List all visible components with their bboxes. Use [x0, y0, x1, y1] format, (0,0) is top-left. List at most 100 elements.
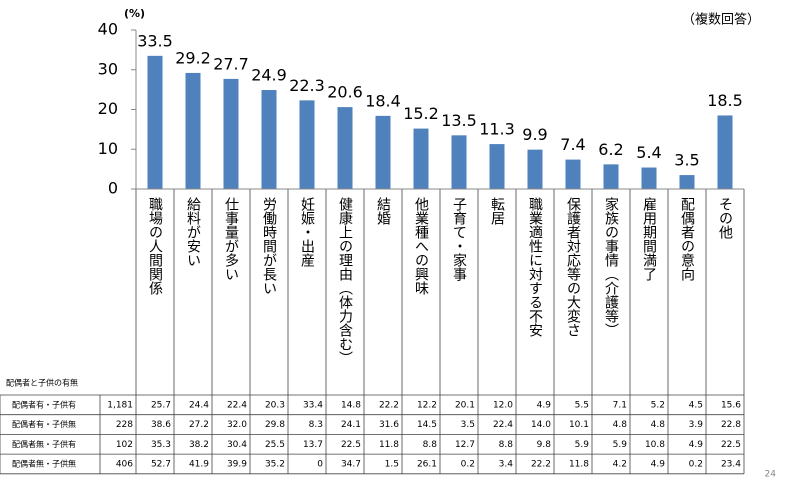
table-cell: 9.8: [537, 440, 552, 450]
table-cell: 33.4: [303, 400, 323, 410]
table-cell: 12.7: [455, 440, 475, 450]
value-label: 6.2: [598, 140, 623, 159]
table-cell: 10.8: [645, 440, 665, 450]
y-tick-label: 20: [98, 99, 118, 118]
row-label: 配偶者有・子供無: [12, 419, 76, 429]
bar: [223, 78, 239, 189]
table-cell: 13.7: [303, 440, 323, 450]
table-cell: 25.7: [151, 400, 171, 410]
table-cell: 4.9: [689, 440, 704, 450]
table-cell: 20.1: [455, 400, 475, 410]
table-cell: 8.3: [309, 420, 323, 430]
row-label: 配偶者無・子供無: [12, 458, 76, 468]
table-cell: 12.0: [493, 400, 513, 410]
table-cell: 39.9: [227, 459, 247, 469]
value-label: 18.4: [365, 91, 401, 110]
table-cell: 11.8: [379, 440, 399, 450]
table-cell: 38.2: [189, 440, 209, 450]
table-cell: 4.8: [613, 420, 628, 430]
value-label: 18.5: [707, 91, 743, 110]
bar: [185, 72, 201, 189]
table-cell: 12.2: [417, 400, 437, 410]
page-number: 24: [765, 470, 777, 480]
y-tick-label: 40: [98, 20, 118, 39]
value-label: 11.3: [479, 120, 515, 139]
x-tick-label: 家族の事情（介護等）: [603, 196, 619, 337]
x-tick-label: 他業種への興味: [413, 197, 429, 295]
value-label: 15.2: [403, 104, 439, 123]
table-cell: 22.5: [341, 440, 361, 450]
value-label: 24.9: [251, 66, 287, 85]
count-cell: 228: [116, 420, 133, 430]
x-tick-label: 給料が安い: [185, 197, 201, 267]
table-cell: 14.8: [341, 400, 361, 410]
table-cell: 35.3: [151, 440, 171, 450]
x-tick-label: 子育て・家事: [451, 197, 467, 281]
table-cell: 31.6: [379, 420, 399, 430]
table-cell: 3.9: [689, 420, 704, 430]
bar: [641, 167, 657, 189]
table-cell: 4.9: [651, 459, 666, 469]
table-cell: 10.1: [569, 420, 589, 430]
row-label: 配偶者有・子供有: [12, 399, 76, 409]
table-cell: 27.2: [189, 420, 209, 430]
x-tick-label: 結婚: [375, 197, 391, 225]
bar: [261, 90, 277, 189]
y-tick-label: 0: [108, 179, 118, 198]
table-cell: 20.3: [265, 400, 285, 410]
bar: [527, 149, 543, 189]
x-tick-label: 職業適性に対する不安: [527, 197, 543, 337]
table-cell: 4.5: [689, 400, 703, 410]
table-cell: 24.4: [189, 400, 209, 410]
table-cell: 25.5: [265, 440, 285, 450]
table-cell: 22.4: [493, 420, 513, 430]
value-label: 5.4: [636, 143, 661, 162]
table-cell: 5.5: [575, 400, 589, 410]
bar: [147, 55, 163, 190]
table-cell: 3.4: [499, 459, 514, 469]
y-unit: (%): [124, 7, 145, 20]
bar: [603, 164, 619, 189]
table-cell: 0.2: [461, 459, 475, 469]
table-cell: 38.6: [151, 420, 171, 430]
table-cell: 26.1: [417, 459, 437, 469]
row-label: 配偶者無・子供有: [12, 439, 76, 449]
value-label: 7.4: [560, 135, 585, 154]
table-cell: 11.8: [569, 459, 589, 469]
bar: [679, 175, 695, 189]
bar: [565, 159, 581, 189]
table-cell: 0.2: [689, 459, 703, 469]
table-cell: 23.4: [721, 459, 741, 469]
table-cell: 52.7: [151, 459, 171, 469]
x-tick-label: 職場の人間関係: [147, 197, 163, 296]
table-cell: 4.9: [537, 400, 552, 410]
value-label: 22.3: [289, 76, 325, 95]
x-tick-label: 妊娠・出産: [299, 197, 315, 268]
table-cell: 5.9: [575, 440, 590, 450]
x-tick-label: 転居: [489, 197, 505, 225]
x-tick-label: 仕事量が多い: [223, 197, 239, 281]
value-label: 27.7: [213, 54, 249, 73]
x-tick-label: 健康上の理由（体力含む）: [337, 197, 353, 365]
y-tick-label: 30: [98, 59, 118, 78]
note: （複数回答）: [682, 12, 760, 28]
table-cell: 4.8: [651, 420, 666, 430]
count-cell: 102: [116, 440, 133, 450]
table-title: 配偶者と子供の有無: [6, 378, 78, 388]
table-cell: 24.1: [341, 420, 361, 430]
table-cell: 8.8: [423, 440, 438, 450]
table-cell: 34.7: [341, 459, 361, 469]
x-tick-label: 労働時間が長い: [261, 197, 277, 295]
x-tick-label: 配偶者の意向: [679, 197, 695, 281]
table-cell: 4.2: [613, 459, 627, 469]
table-cell: 8.8: [499, 440, 514, 450]
value-label: 3.5: [674, 151, 699, 170]
bar: [375, 115, 391, 189]
table-cell: 32.0: [227, 420, 247, 430]
value-label: 13.5: [441, 111, 477, 130]
value-label: 29.2: [175, 48, 211, 67]
table-cell: 0: [317, 459, 323, 469]
table-cell: 22.5: [721, 440, 741, 450]
table-cell: 22.8: [721, 420, 741, 430]
table-cell: 15.6: [721, 400, 741, 410]
